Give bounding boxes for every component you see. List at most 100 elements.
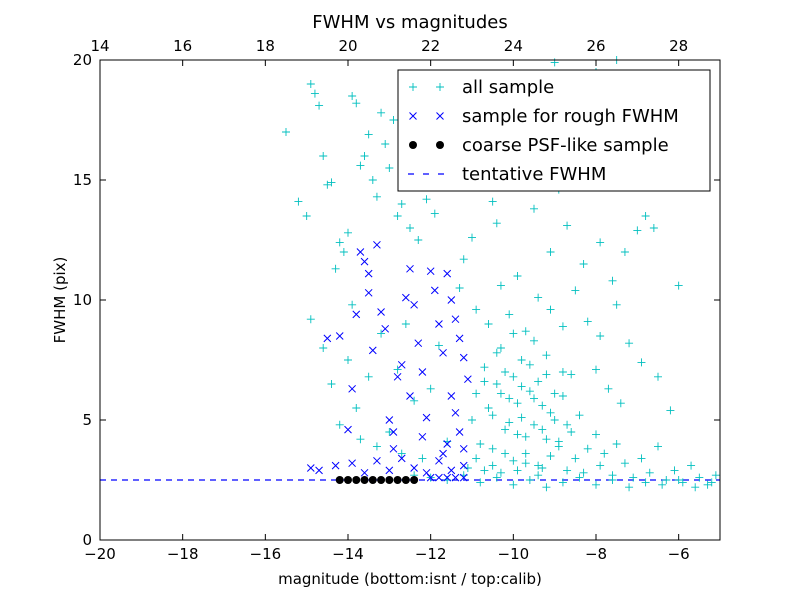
all-sample-point <box>711 471 720 480</box>
rough-sample-point <box>451 408 460 417</box>
rough-sample-point <box>348 459 356 468</box>
all-sample-point <box>600 449 609 458</box>
all-sample-point <box>521 459 530 468</box>
all-sample-point <box>348 300 357 309</box>
all-sample-point <box>492 219 501 228</box>
all-sample-point <box>608 476 617 484</box>
all-sample-point <box>583 444 592 453</box>
all-sample-point <box>348 92 357 100</box>
all-sample-point <box>488 444 497 453</box>
all-sample-point <box>377 329 386 338</box>
all-sample-point <box>360 152 369 160</box>
all-sample-point <box>315 101 324 110</box>
all-sample-point <box>558 368 567 376</box>
rough-sample-point <box>364 269 373 278</box>
all-sample-point <box>509 329 518 338</box>
all-sample-point <box>558 322 567 331</box>
all-sample-point <box>567 428 576 436</box>
all-sample-point <box>641 212 650 220</box>
all-sample-point <box>530 204 538 213</box>
all-sample-point <box>480 466 489 475</box>
y-axis-label: FWHM (pix) <box>51 257 69 344</box>
psf-sample-point <box>335 476 344 484</box>
all-sample-point <box>294 197 303 206</box>
x-tick-label: −20 <box>84 545 116 563</box>
all-sample-point <box>468 416 476 424</box>
y-tick-label: 10 <box>73 291 92 309</box>
rough-sample-point <box>356 248 365 256</box>
all-sample-point <box>546 305 555 314</box>
x-tick-label: −12 <box>415 545 447 563</box>
all-sample-point <box>649 224 658 232</box>
all-sample-point <box>397 200 406 208</box>
rough-sample-point <box>439 449 447 458</box>
all-sample-point <box>687 461 696 470</box>
all-sample-point <box>352 404 361 412</box>
all-sample-point <box>414 236 423 244</box>
all-sample-point <box>327 380 336 388</box>
all-sample-point <box>530 394 538 403</box>
rough-sample-point <box>418 368 427 376</box>
all-sample-point <box>521 327 530 336</box>
top-tick-label: 22 <box>421 37 440 55</box>
psf-sample-point <box>360 476 369 484</box>
all-sample-point <box>567 370 576 379</box>
all-sample-point <box>418 454 427 463</box>
all-sample-point <box>571 454 580 463</box>
rough-sample-point <box>410 464 418 472</box>
all-sample-point <box>554 437 563 446</box>
rough-sample-point <box>430 286 439 295</box>
all-sample-point <box>492 348 501 357</box>
all-sample-point <box>331 264 340 273</box>
rough-sample-point <box>455 334 464 343</box>
all-sample-point <box>625 483 634 492</box>
all-sample-point <box>542 435 551 444</box>
all-sample-point <box>662 476 671 484</box>
all-sample-point <box>513 399 522 408</box>
all-sample-point <box>513 430 522 439</box>
all-sample-point <box>339 248 348 256</box>
all-sample-point <box>496 344 505 352</box>
all-sample-point <box>563 420 572 429</box>
legend-label-rough-sample: sample for rough FWHM <box>462 106 679 127</box>
all-sample-point <box>641 478 650 487</box>
rough-sample-point <box>459 444 468 453</box>
x-tick-label: −16 <box>250 545 282 563</box>
all-sample-point <box>616 399 625 408</box>
all-sample-point <box>707 478 716 487</box>
rough-sample-point <box>377 308 385 316</box>
x-tick-label: −8 <box>585 545 607 563</box>
rough-sample-point <box>373 240 381 249</box>
all-sample-point <box>592 365 600 374</box>
all-sample-point <box>703 480 712 489</box>
top-tick-label: 20 <box>338 37 357 55</box>
all-sample-point <box>377 108 386 117</box>
top-tick-label: 14 <box>90 37 109 55</box>
legend-marker-psf-sample <box>436 141 444 149</box>
all-sample-point <box>426 384 435 393</box>
rough-sample-point <box>422 413 431 422</box>
rough-sample-point <box>393 372 402 381</box>
psf-sample-point <box>401 476 410 484</box>
all-sample-point <box>596 238 605 247</box>
all-sample-point <box>488 411 497 420</box>
top-tick-label: 28 <box>669 37 688 55</box>
psf-sample-point <box>368 476 377 484</box>
x-axis-label: magnitude (bottom:isnt / top:calib) <box>278 570 542 588</box>
rough-sample-point <box>315 466 323 475</box>
y-tick-label: 15 <box>73 171 92 189</box>
rough-sample-point <box>435 473 443 482</box>
all-sample-point <box>319 344 328 352</box>
rough-sample-point <box>364 288 373 297</box>
all-sample-point <box>505 310 514 319</box>
rough-sample-point <box>418 432 427 441</box>
all-sample-point <box>604 384 613 393</box>
all-sample-point <box>488 197 497 206</box>
rough-sample-point <box>451 315 460 324</box>
legend-markers <box>408 83 445 175</box>
rough-sample-point <box>464 375 472 384</box>
all-sample-point <box>344 356 352 364</box>
all-sample-point <box>525 360 534 369</box>
all-sample-point <box>335 420 344 429</box>
all-sample-point <box>397 449 406 458</box>
